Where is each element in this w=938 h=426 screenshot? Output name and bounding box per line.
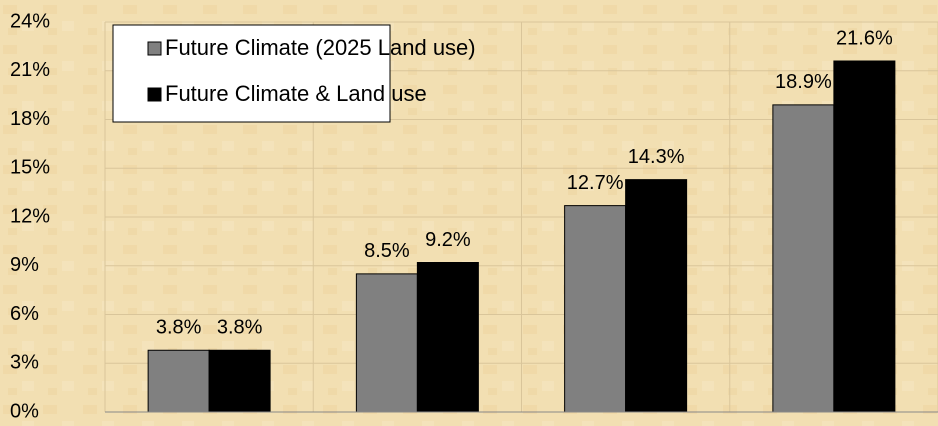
data-label: 9.2% (425, 229, 471, 251)
data-label: 21.6% (836, 27, 893, 49)
y-tick-label: 6% (10, 303, 39, 325)
y-tick-label: 12% (10, 205, 50, 227)
bar (208, 349, 271, 413)
bar (564, 205, 627, 413)
y-tick-label: 18% (10, 108, 50, 130)
legend-box (112, 24, 391, 123)
y-tick-label: 15% (10, 157, 50, 179)
legend-swatch (147, 87, 162, 102)
data-label: 12.7% (567, 172, 624, 194)
y-tick-label: 3% (10, 352, 39, 374)
data-label: 18.9% (775, 71, 832, 93)
data-label: 3.8% (217, 317, 263, 339)
y-tick-label: 21% (10, 59, 50, 81)
bar (355, 273, 418, 413)
bar (416, 262, 479, 413)
data-label: 3.8% (156, 317, 202, 339)
bar (147, 349, 210, 413)
legend-label: Future Climate (2025 Land use) (165, 35, 476, 60)
y-tick-label: 0% (10, 400, 39, 422)
legend-label: Future Climate & Land use (165, 81, 427, 106)
data-label: 8.5% (364, 240, 410, 262)
bar (772, 104, 835, 413)
bar (625, 179, 688, 413)
y-tick-label: 24% (10, 10, 50, 32)
bar (833, 60, 896, 413)
legend-swatch (147, 41, 162, 56)
data-label: 14.3% (628, 146, 685, 168)
y-tick-label: 9% (10, 254, 39, 276)
